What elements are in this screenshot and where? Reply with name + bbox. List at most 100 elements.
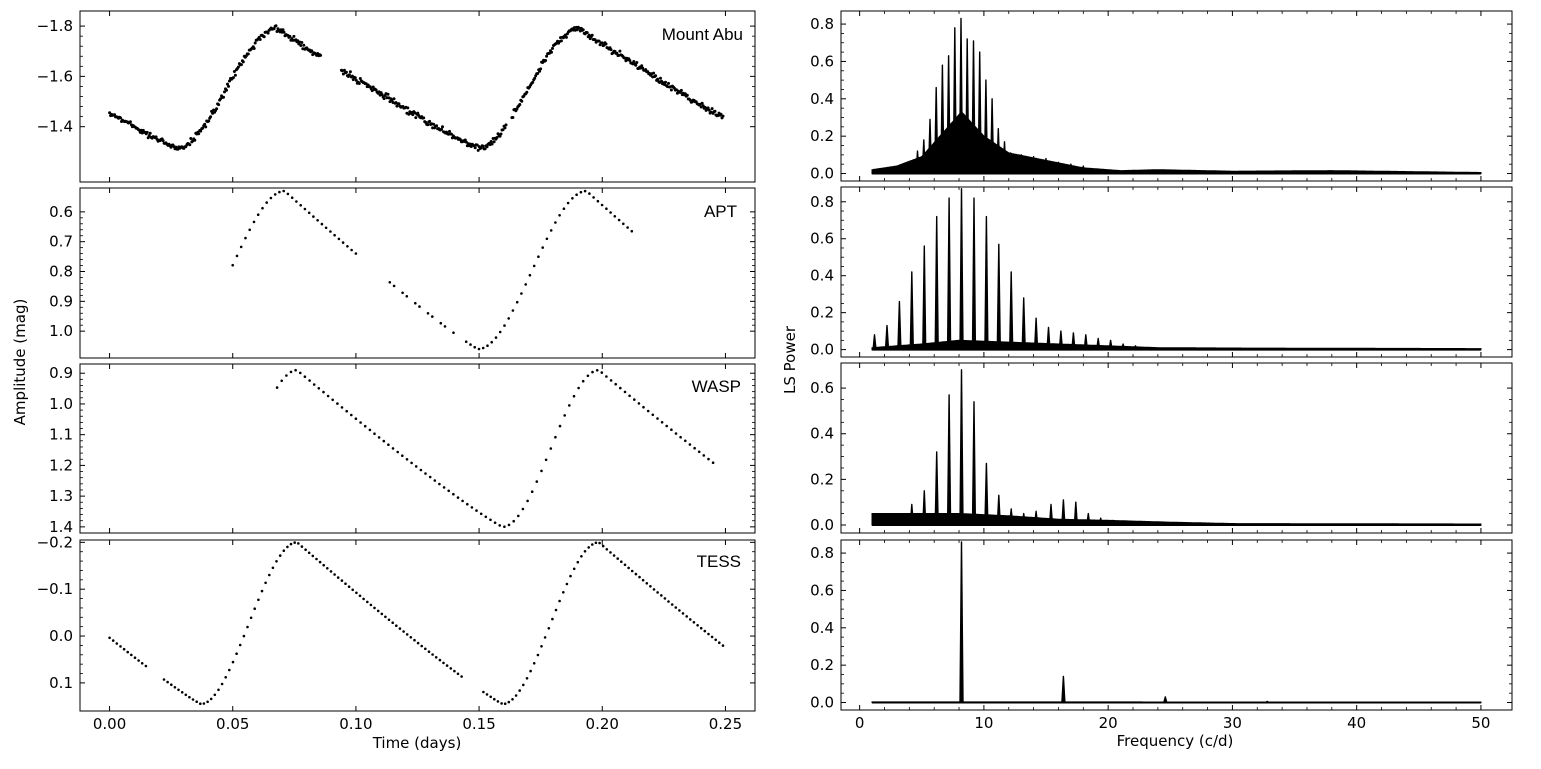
data-point <box>154 135 158 139</box>
data-point <box>540 645 543 648</box>
data-point <box>295 200 298 203</box>
data-point <box>269 196 273 200</box>
wasp-periodogram-panel: 0.0 0.2 0.4 0.6 <box>810 362 1513 534</box>
data-point <box>692 621 696 624</box>
data-point <box>177 688 180 692</box>
data-point <box>420 644 424 648</box>
data-point <box>448 129 451 133</box>
data-point <box>376 609 380 613</box>
data-point <box>651 413 655 417</box>
y-tick-label: 0.0 <box>49 627 73 645</box>
data-point <box>350 248 353 252</box>
data-point <box>203 122 207 126</box>
data-point <box>445 664 449 667</box>
data-point <box>438 658 442 662</box>
periodogram-peak <box>1061 675 1066 704</box>
y-tick-label: 0.4 <box>810 619 834 637</box>
y-tick-label: −1.4 <box>37 118 73 136</box>
data-point <box>660 79 663 83</box>
data-point <box>518 689 521 692</box>
data-point <box>231 76 235 80</box>
data-point <box>442 661 445 665</box>
y-tick-label: 0.8 <box>810 544 834 562</box>
data-point <box>503 324 506 327</box>
data-point <box>543 636 547 639</box>
data-point <box>280 379 284 383</box>
data-point <box>144 664 148 668</box>
y-tick-label: 1.0 <box>49 322 73 340</box>
data-point <box>628 394 631 398</box>
data-point <box>266 31 270 35</box>
data-point <box>721 644 725 647</box>
data-point <box>329 570 333 573</box>
data-point <box>674 432 678 435</box>
data-point <box>609 211 612 214</box>
data-point <box>679 88 683 92</box>
data-point <box>235 254 239 258</box>
periodogram-peak <box>989 98 995 175</box>
data-point <box>549 447 553 450</box>
data-point <box>511 116 515 119</box>
data-point <box>201 126 205 130</box>
data-point <box>591 543 594 546</box>
data-point <box>520 292 523 295</box>
data-point <box>614 382 617 386</box>
data-point <box>265 201 269 204</box>
data-point <box>191 698 195 701</box>
data-point <box>547 627 551 630</box>
data-point <box>503 525 506 528</box>
periodogram-peak <box>1048 503 1054 526</box>
data-point <box>252 220 256 224</box>
left-x-axis-title: Time (days) <box>372 734 462 752</box>
periodogram-peak <box>1086 512 1091 526</box>
data-point <box>443 325 447 328</box>
data-point <box>354 78 358 82</box>
y-tick-label: 0.9 <box>49 364 73 382</box>
data-point <box>588 192 591 195</box>
x-tick-label: 0.25 <box>709 715 742 733</box>
data-point <box>392 284 396 288</box>
data-point <box>640 64 644 68</box>
data-point <box>483 147 487 151</box>
y-tick-label: 0.6 <box>810 230 834 248</box>
data-point <box>333 573 336 576</box>
plot-frame <box>79 363 756 534</box>
data-point <box>533 76 537 80</box>
data-point <box>387 443 390 447</box>
data-point <box>271 566 275 570</box>
data-point <box>530 490 534 494</box>
data-point <box>115 642 119 645</box>
data-point <box>583 550 587 553</box>
periodogram-peak <box>1043 157 1049 175</box>
data-point <box>418 305 421 308</box>
data-point <box>414 465 418 468</box>
data-point <box>386 92 390 96</box>
data-point <box>710 635 714 639</box>
data-point <box>663 597 667 600</box>
periodogram-peak <box>984 215 989 351</box>
data-point <box>193 138 197 142</box>
periodogram-peak <box>909 503 914 526</box>
periodogram-peak <box>971 401 977 526</box>
data-point <box>685 615 688 618</box>
data-point <box>485 145 489 149</box>
data-point <box>699 626 703 630</box>
data-point <box>623 563 627 567</box>
data-point <box>380 612 384 616</box>
data-point <box>431 653 434 656</box>
periodogram-peak <box>965 38 970 175</box>
data-point <box>707 108 711 112</box>
data-point <box>122 647 126 651</box>
data-point <box>601 544 605 548</box>
y-tick-label: 0.6 <box>810 52 834 70</box>
data-point <box>257 598 260 602</box>
data-point <box>382 439 386 443</box>
data-point <box>293 541 297 544</box>
data-point <box>217 103 221 107</box>
data-point <box>580 555 583 558</box>
data-point <box>299 44 303 47</box>
y-tick-label: 0.6 <box>49 203 73 221</box>
data-point <box>667 81 670 85</box>
data-point <box>528 273 532 277</box>
data-point <box>670 603 674 606</box>
